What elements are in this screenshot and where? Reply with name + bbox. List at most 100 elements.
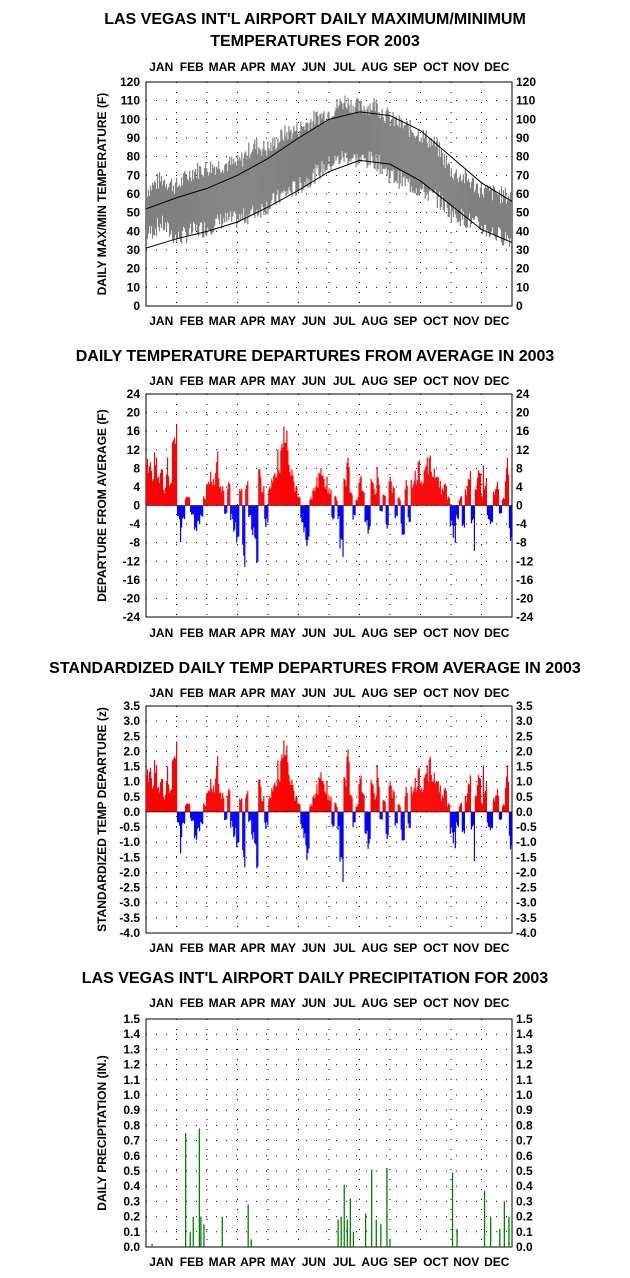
- y-tick-label: 1.5: [123, 1012, 140, 1026]
- month-label: SEP: [393, 626, 417, 640]
- y-tick-label: -20: [516, 591, 534, 605]
- month-label: APR: [240, 686, 266, 700]
- month-label: MAR: [209, 1255, 237, 1269]
- y-tick-label: -4: [129, 517, 140, 531]
- month-label: JUN: [302, 686, 326, 700]
- y-tick-label: 40: [516, 224, 530, 238]
- y-tick-label: 70: [127, 168, 141, 182]
- month-label: MAY: [270, 941, 296, 955]
- y-tick-label: 0.5: [123, 1164, 140, 1178]
- y-tick-label: 1.5: [516, 1012, 533, 1026]
- month-label: NOV: [453, 374, 479, 388]
- y-tick-label: 0.2: [516, 1210, 533, 1224]
- y-tick-label: -0.5: [119, 820, 140, 834]
- departures-title-line: DAILY TEMPERATURE DEPARTURES FROM AVERAG…: [76, 348, 555, 365]
- month-label: MAR: [209, 996, 237, 1010]
- month-label: JUL: [333, 374, 356, 388]
- y-tick-label: -24: [516, 610, 534, 624]
- month-label: DEC: [484, 60, 510, 74]
- month-label: APR: [240, 314, 266, 328]
- normal-high-line: [146, 111, 512, 210]
- y-tick-label: 100: [120, 112, 140, 126]
- y-tick-label: 30: [516, 243, 530, 257]
- y-tick-label: 0.3: [516, 1194, 533, 1208]
- maxmin-title-line: LAS VEGAS INT'L AIRPORT DAILY MAXIMUM/MI…: [104, 11, 526, 28]
- y-tick-label: -1.5: [516, 850, 537, 864]
- y-tick-label: 0.6: [516, 1149, 533, 1163]
- month-label: OCT: [423, 1255, 449, 1269]
- month-label: JUN: [302, 1255, 326, 1269]
- y-tick-label: -3.5: [516, 911, 537, 925]
- y-tick-label: 0.1: [516, 1225, 533, 1239]
- y-tick-label: 120: [120, 75, 140, 89]
- y-tick-label: -1.0: [516, 835, 537, 849]
- month-label: FEB: [180, 996, 204, 1010]
- y-tick-label: -24: [123, 610, 141, 624]
- month-label: JUL: [333, 314, 356, 328]
- y-tick-label: 80: [516, 150, 530, 164]
- month-label: JUN: [302, 60, 326, 74]
- month-label: OCT: [423, 60, 449, 74]
- y-tick-label: 70: [516, 168, 530, 182]
- y-tick-label: -3.0: [516, 896, 537, 910]
- standardized-marks: [146, 740, 512, 882]
- month-label: SEP: [393, 1255, 417, 1269]
- y-tick-label: 1.0: [516, 775, 533, 789]
- y-tick-label: 0.7: [516, 1134, 533, 1148]
- month-label: JUL: [333, 941, 356, 955]
- month-label: SEP: [393, 374, 417, 388]
- month-label: DEC: [484, 941, 510, 955]
- month-label: SEP: [393, 60, 417, 74]
- y-tick-label: 1.0: [123, 1088, 140, 1102]
- month-label: MAR: [209, 374, 237, 388]
- month-label: NOV: [453, 1255, 479, 1269]
- month-label: OCT: [423, 996, 449, 1010]
- maxmin-marks: [146, 95, 512, 249]
- y-tick-label: 10: [127, 280, 141, 294]
- month-label: AUG: [361, 314, 388, 328]
- month-label: OCT: [423, 686, 449, 700]
- month-label: APR: [240, 374, 266, 388]
- y-tick-label: 1.0: [123, 775, 140, 789]
- y-tick-label: -8: [129, 536, 140, 550]
- month-label: DEC: [484, 686, 510, 700]
- y-tick-label: 1.5: [516, 760, 533, 774]
- month-label: APR: [240, 1255, 266, 1269]
- y-tick-label: 16: [516, 424, 530, 438]
- y-tick-label: -16: [516, 573, 534, 587]
- standardized-chart: STANDARDIZED DAILY TEMP DEPARTURES FROM …: [49, 660, 581, 955]
- y-tick-label: 1.3: [123, 1042, 140, 1056]
- y-tick-label: -16: [123, 573, 141, 587]
- y-tick-label: 20: [516, 406, 530, 420]
- month-label: JAN: [149, 1255, 173, 1269]
- month-label: FEB: [180, 1255, 204, 1269]
- y-tick-label: 0.8: [123, 1118, 140, 1132]
- y-tick-label: -12: [123, 554, 141, 568]
- y-tick-label: 3.0: [516, 714, 533, 728]
- y-tick-label: -0.5: [516, 820, 537, 834]
- y-tick-label: 50: [127, 206, 141, 220]
- y-tick-label: 110: [516, 94, 536, 108]
- month-label: OCT: [423, 941, 449, 955]
- precip-title-line: LAS VEGAS INT'L AIRPORT DAILY PRECIPITAT…: [82, 970, 549, 987]
- month-label: AUG: [361, 996, 388, 1010]
- y-tick-label: 50: [516, 206, 530, 220]
- y-tick-label: -2.5: [119, 881, 140, 895]
- month-label: AUG: [361, 60, 388, 74]
- y-tick-label: 0.9: [516, 1103, 533, 1117]
- month-label: SEP: [393, 314, 417, 328]
- y-tick-label: -4: [516, 517, 527, 531]
- maxmin-y-axis-label: DAILY MAX/MIN TEMPERATURE (F): [95, 93, 109, 295]
- month-label: APR: [240, 941, 266, 955]
- month-label: OCT: [423, 314, 449, 328]
- y-tick-label: 0.1: [123, 1225, 140, 1239]
- month-label: DEC: [484, 996, 510, 1010]
- y-tick-label: 0: [133, 499, 140, 513]
- y-tick-label: 0.0: [123, 805, 140, 819]
- y-tick-label: 0: [516, 499, 523, 513]
- y-tick-label: 0.6: [123, 1149, 140, 1163]
- month-label: MAY: [270, 314, 296, 328]
- month-label: NOV: [453, 996, 479, 1010]
- month-label: SEP: [393, 941, 417, 955]
